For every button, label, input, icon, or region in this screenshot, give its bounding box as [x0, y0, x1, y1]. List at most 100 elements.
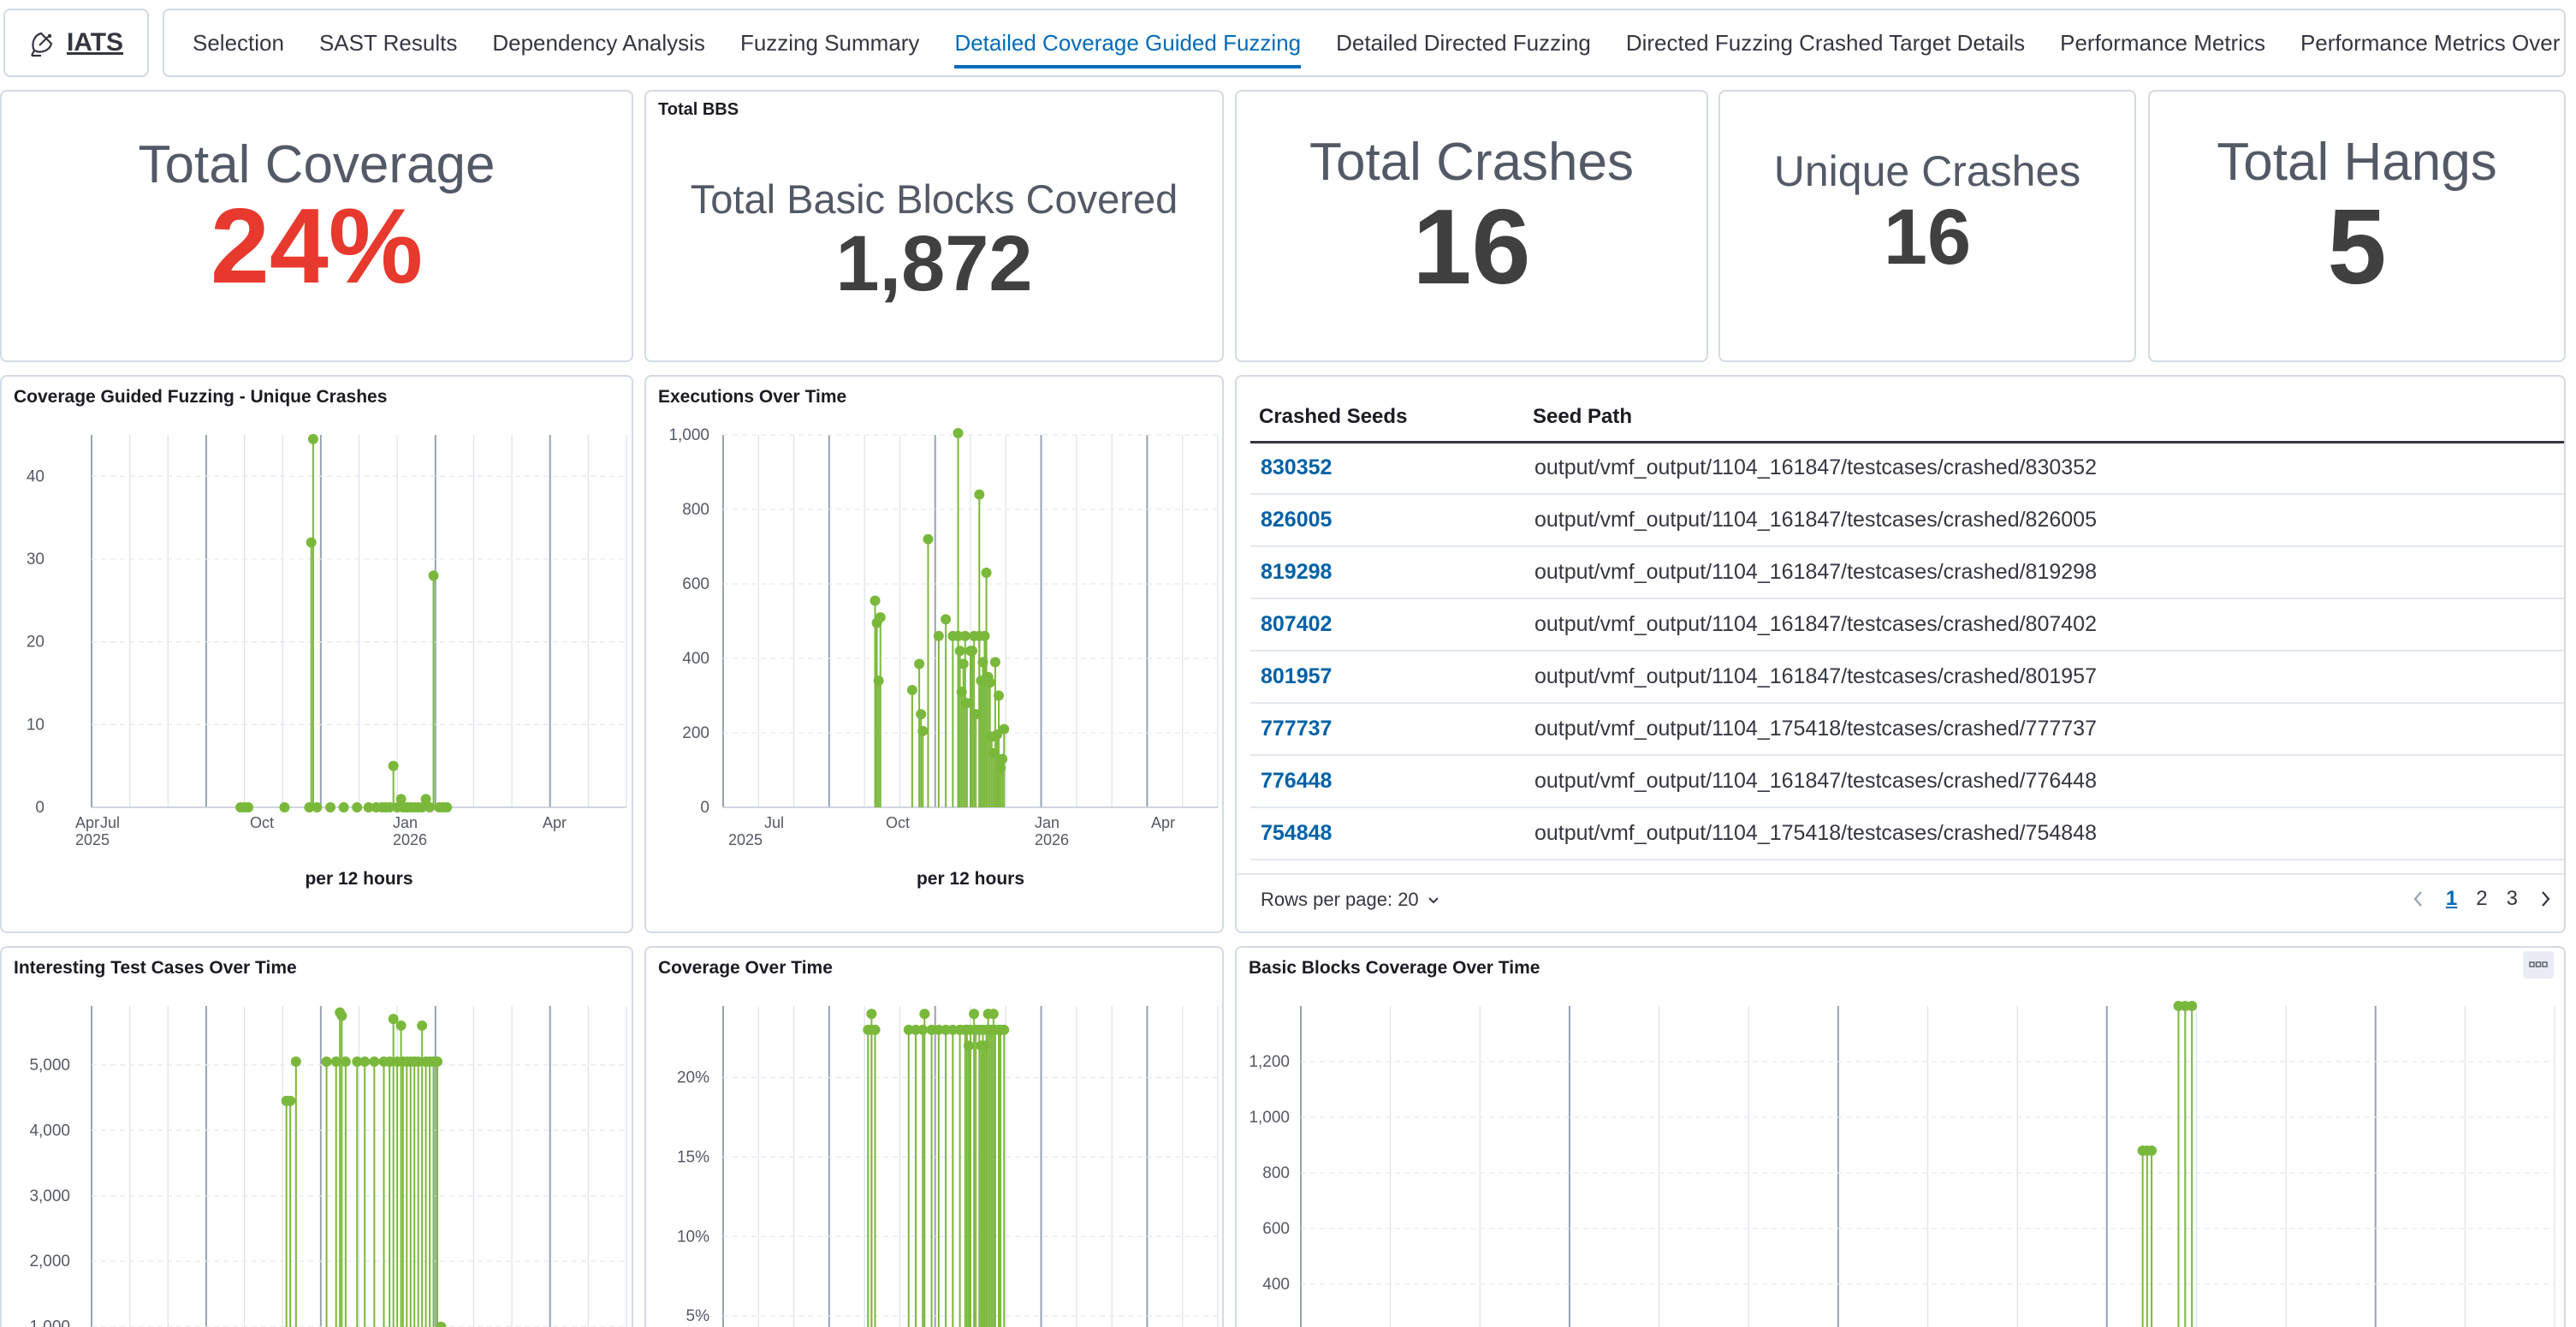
data-point [984, 677, 995, 688]
y-tick-label: 2,000 [29, 1253, 70, 1270]
app-logo-text: IATS [66, 28, 124, 57]
data-point [285, 1095, 296, 1106]
data-point [875, 612, 886, 623]
data-point [917, 725, 929, 736]
chart-title: Interesting Test Cases Over Time [14, 958, 297, 978]
seed-path-cell: output/vmf_output/1104_161847/testcases/… [1524, 598, 2564, 652]
data-point [420, 794, 431, 805]
more-options-icon [2529, 961, 2548, 967]
seed-path-cell: output/vmf_output/1104_161847/testcases/… [1524, 546, 2564, 599]
data-point [330, 1056, 341, 1067]
data-point [338, 802, 349, 812]
crashed-seed-link[interactable]: 830352 [1250, 442, 1524, 495]
basic-blocks-coverage-chart-panel: Basic Blocks Coverage Over Time 400 600 80… [1235, 946, 2566, 1327]
crashed-seed-link[interactable]: 776448 [1250, 755, 1524, 808]
tab-directed-fuzzing-crashed-target-details[interactable]: Directed Fuzzing Crashed Target Details [1625, 29, 2026, 56]
column-header-crashed-seeds[interactable]: Crashed Seeds [1250, 394, 1524, 443]
data-point [417, 802, 428, 812]
crashed-seed-link[interactable]: 819298 [1250, 546, 1524, 599]
tab-performance-metrics-over-time[interactable]: Performance Metrics Over Time [2300, 29, 2564, 56]
total-crashes-label: Total Crashes [1309, 133, 1635, 192]
data-point [958, 658, 969, 669]
tab-fuzzing-summary[interactable]: Fuzzing Summary [739, 29, 920, 56]
page-1-button[interactable]: 1 [2445, 887, 2458, 910]
coverage-over-time-chart-panel: Coverage Over Time 5% 10% 15% 20% [644, 946, 1224, 1327]
data-point [953, 427, 964, 438]
crashed-seed-link[interactable]: 807402 [1250, 598, 1524, 652]
y-tick-label: 30 [27, 550, 45, 568]
y-tick-label: 400 [682, 650, 709, 668]
tab-performance-metrics[interactable]: Performance Metrics [2060, 29, 2265, 56]
interesting-test-cases-chart: 1,000 2,000 3,000 4,000 5,000 [29, 1006, 627, 1327]
data-point [873, 675, 884, 687]
data-point [395, 794, 407, 805]
app-logo[interactable]: IATS [3, 9, 149, 77]
table-row: 777737 output/vmf_output/1104_175418/test… [1250, 703, 2564, 756]
data-point [941, 614, 952, 625]
data-point [914, 658, 925, 669]
crashed-seeds-panel: Crashed Seeds Seed Path 830352 output/vmf… [1235, 375, 2566, 933]
data-point [321, 1056, 332, 1067]
tab-detailed-directed-fuzzing[interactable]: Detailed Directed Fuzzing [1336, 29, 1591, 56]
unique-crashes-chart-panel: Coverage Guided Fuzzing - Unique Crashes… [0, 375, 633, 933]
basic-blocks-coverage-chart: 400 600 800 1,000 1,200 [1249, 1001, 2555, 1327]
executions-chart: 0 200 400 600 800 1,000 Jul Oct Jan Apr 2025 2026 pe… [668, 426, 1219, 889]
y-tick-label: 20 [27, 634, 45, 652]
total-hangs-value: 5 [2327, 188, 2387, 306]
next-page-button[interactable] [2537, 889, 2554, 909]
top-navigation: Selection SAST Results Dependency Analysis… [163, 9, 2566, 77]
chart-title: Executions Over Time [658, 387, 847, 407]
total-crashes-value: 16 [1412, 188, 1531, 306]
column-header-seed-path[interactable]: Seed Path [1524, 394, 2564, 443]
y-tick-label: 0 [700, 799, 709, 817]
data-point [997, 753, 1008, 765]
y-tick-label: 600 [1262, 1220, 1290, 1238]
x-tick-label: Jan [393, 814, 418, 831]
data-point [388, 760, 399, 771]
panel-options-button[interactable] [2523, 951, 2554, 979]
tab-dependency-analysis[interactable]: Dependency Analysis [492, 29, 705, 56]
page-3-button[interactable]: 3 [2506, 887, 2518, 910]
coverage-over-time-chart: 5% 10% 15% 20% [677, 1006, 1219, 1327]
table-row: 801957 output/vmf_output/1104_161847/test… [1250, 651, 2564, 704]
crashed-seed-link[interactable]: 777737 [1250, 703, 1524, 756]
tab-detailed-coverage-guided-fuzzing[interactable]: Detailed Coverage Guided Fuzzing [954, 18, 1302, 68]
x-tick-year-label: 2025 [75, 831, 110, 848]
seed-path-cell: output/vmf_output/1104_161847/testcases/… [1524, 494, 2564, 547]
previous-page-button[interactable] [2410, 889, 2427, 909]
crashed-seed-link[interactable]: 826005 [1250, 494, 1524, 547]
unique-crashes-panel: Unique Crashes 16 [1718, 90, 2136, 362]
x-axis-label: per 12 hours [917, 869, 1024, 889]
y-tick-label: 3,000 [29, 1187, 70, 1205]
y-tick-label: 1,000 [29, 1318, 70, 1327]
crashed-seed-link[interactable]: 754848 [1250, 807, 1524, 860]
page-2-button[interactable]: 2 [2476, 887, 2488, 910]
crashed-seed-link[interactable]: 801957 [1250, 651, 1524, 704]
data-point [911, 1024, 922, 1035]
x-axis-label: per 12 hours [305, 869, 413, 889]
table-row: 819298 output/vmf_output/1104_161847/test… [1250, 546, 2564, 599]
rows-per-page-selector[interactable]: Rows per page: 20 [1261, 889, 1441, 911]
seed-path-cell: output/vmf_output/1104_161847/testcases/… [1524, 755, 2564, 808]
data-point [395, 1020, 407, 1031]
data-point [369, 1056, 380, 1067]
data-point [969, 1009, 980, 1020]
y-tick-label: 1,200 [1249, 1053, 1290, 1071]
y-tick-label: 5% [686, 1307, 710, 1325]
total-bbs-value: 1,872 [835, 219, 1033, 307]
total-bbs-panel: Total BBS Total Basic Blocks Covered 1,8… [644, 90, 1224, 362]
x-tick-label: Jul [764, 814, 784, 831]
tab-selection[interactable]: Selection [193, 29, 284, 56]
data-point [243, 802, 254, 812]
chevron-down-icon [1427, 897, 1439, 904]
x-tick-year-label: 2026 [1035, 831, 1069, 848]
data-point [336, 1010, 347, 1021]
x-tick-label: Jan [1035, 814, 1059, 831]
table-row: 754848 output/vmf_output/1104_175418/test… [1250, 807, 2564, 860]
tab-sast-results[interactable]: SAST Results [318, 29, 458, 56]
data-point [999, 1024, 1010, 1035]
total-hangs-label: Total Hangs [2217, 133, 2497, 192]
data-point [2187, 1001, 2198, 1011]
